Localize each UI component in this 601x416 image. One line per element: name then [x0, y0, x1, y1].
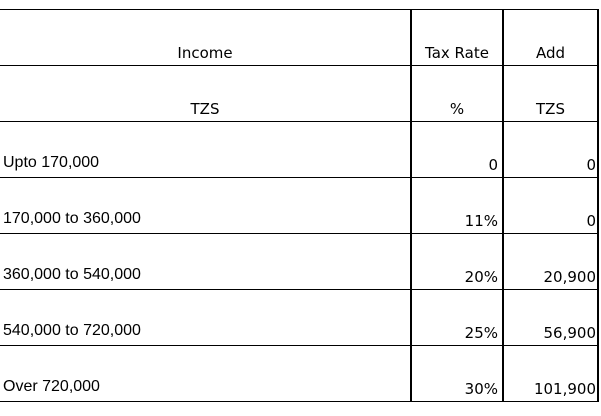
header-add: Add [535, 44, 566, 62]
column-divider [502, 9, 504, 402]
row-divider [0, 289, 598, 290]
add-value: 0 [586, 212, 596, 230]
header-tax-rate: Tax Rate [425, 44, 489, 62]
row-divider [0, 177, 598, 178]
header-tax-rate-unit: % [449, 100, 465, 118]
row-divider [0, 345, 598, 346]
row-divider [0, 233, 598, 234]
tax-rate-value: 11% [464, 212, 498, 230]
tax-rate-value: 25% [464, 324, 498, 342]
income-band: 540,000 to 720,000 [3, 322, 141, 339]
header-income-unit: TZS [190, 100, 220, 118]
header-add-unit: TZS [536, 100, 565, 118]
tax-rate-value: 20% [464, 268, 498, 286]
income-band: Over 720,000 [3, 378, 100, 395]
income-band: 170,000 to 360,000 [3, 210, 141, 227]
header-income: Income [177, 44, 233, 62]
add-value: 20,900 [543, 268, 597, 286]
add-value: 101,900 [533, 380, 596, 398]
row-divider [0, 121, 598, 122]
add-value: 0 [586, 156, 596, 174]
tax-rate-value: 30% [464, 380, 498, 398]
add-value: 56,900 [543, 324, 597, 342]
tax-rate-value: 0 [488, 156, 498, 174]
row-divider [0, 9, 598, 10]
row-divider [0, 401, 598, 402]
column-divider [410, 9, 412, 402]
row-divider [0, 65, 598, 66]
income-band: Upto 170,000 [3, 154, 100, 171]
income-band: 360,000 to 540,000 [3, 266, 141, 283]
column-divider [597, 9, 599, 402]
